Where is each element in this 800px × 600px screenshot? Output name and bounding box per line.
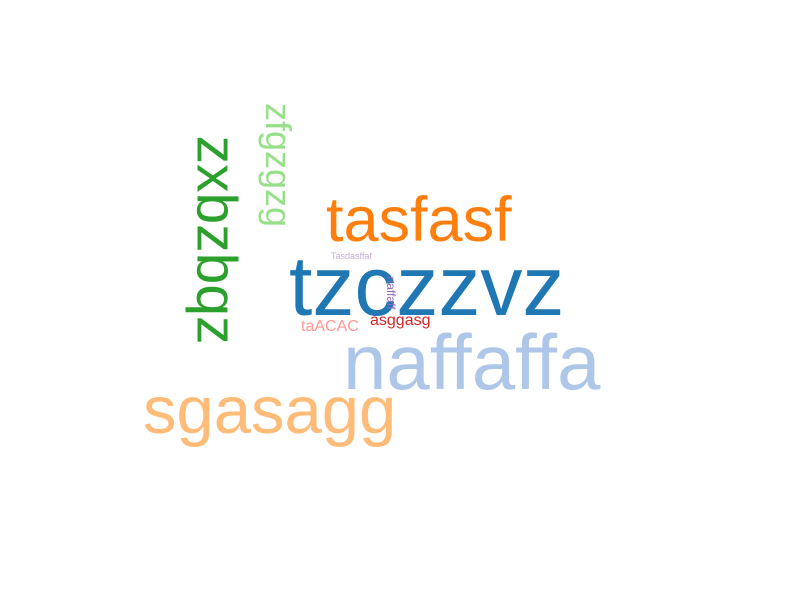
word-tasfasf: tasfasf	[326, 185, 512, 255]
word-zfgzgzg: zfgzgzg	[258, 102, 299, 228]
word-tasdasffaf: Tasdasffaf	[331, 251, 372, 261]
word-naffaff: naffaff	[384, 276, 398, 310]
word-asggasg: asggasg	[370, 312, 431, 329]
word-taacac: taACAC	[301, 318, 359, 335]
word-zxbzbqz: zxbzbqz	[184, 135, 249, 345]
word-tzczzvz: tzczzvz	[289, 239, 565, 333]
word-sgasagg: sgasagg	[143, 373, 397, 448]
word-naffaffa: naffaffa	[343, 318, 601, 406]
